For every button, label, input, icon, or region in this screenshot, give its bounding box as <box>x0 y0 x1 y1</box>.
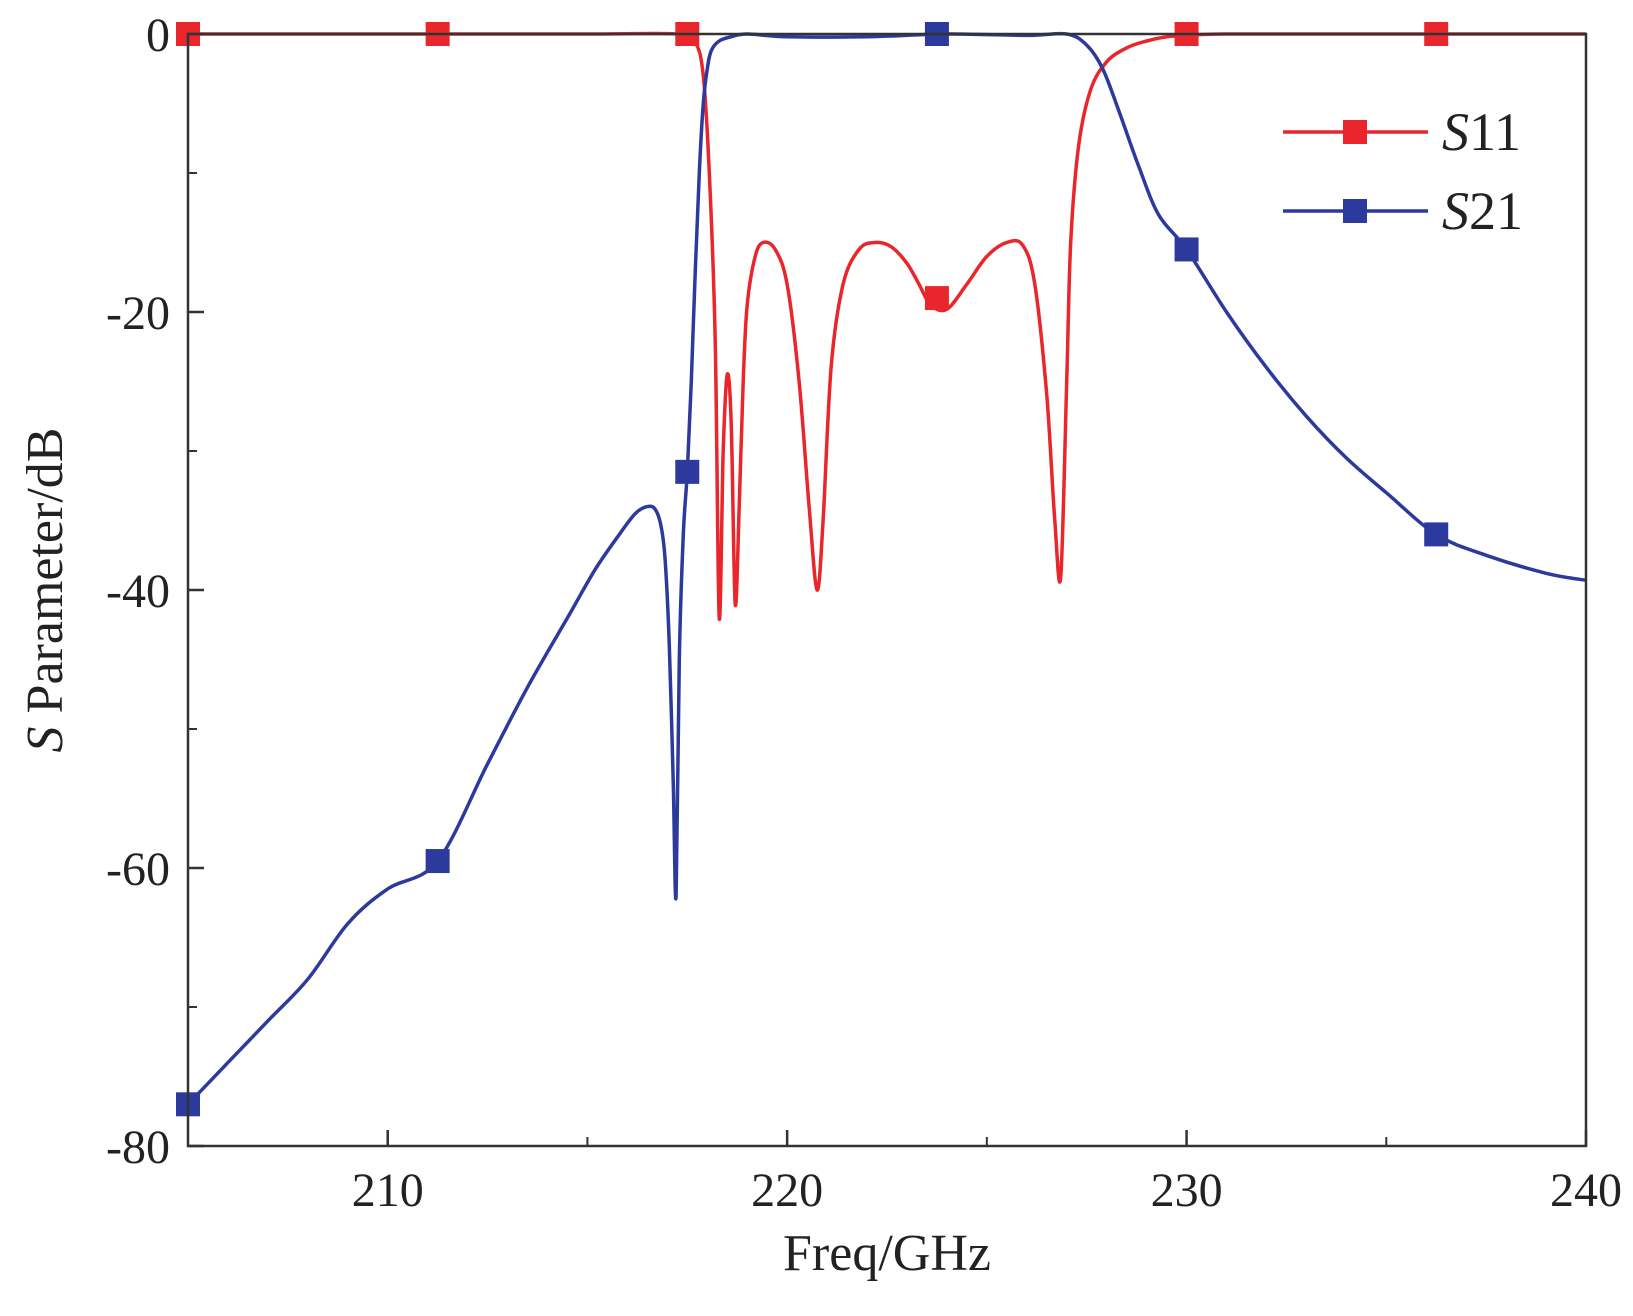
marker-s21-1 <box>425 849 450 874</box>
y-tick-label-0: 0 <box>146 9 170 62</box>
legend-s21-marker <box>1343 199 1367 223</box>
marker-s21-2 <box>675 459 700 484</box>
legend-s11-label: S11 <box>1442 102 1521 162</box>
y-tick-label--60: -60 <box>106 843 170 896</box>
series-line-s21 <box>188 31 1586 1106</box>
marker-layer <box>176 22 1449 1117</box>
legend: S11 S21 <box>1283 102 1523 241</box>
marker-s21-4 <box>1174 237 1199 262</box>
x-tick-label-230: 230 <box>1151 1164 1223 1217</box>
series-layer <box>188 31 1586 1106</box>
marker-s21-5 <box>1424 522 1449 547</box>
x-axis-label: Freq/GHz <box>783 1225 991 1282</box>
y-axis-label-italic: S <box>17 726 74 752</box>
x-tick-label-220: 220 <box>751 1164 823 1217</box>
legend-s11-label-italic: S <box>1442 102 1469 162</box>
legend-s11-marker <box>1343 120 1367 144</box>
y-axis-label-rest: Parameter/dB <box>17 428 74 727</box>
y-axis-label: S Parameter/dB <box>17 428 74 753</box>
x-tick-label-240: 240 <box>1550 1164 1622 1217</box>
y-tick-label--20: -20 <box>106 287 170 340</box>
legend-s21-label-italic: S <box>1442 181 1469 241</box>
plot-frame <box>186 32 1588 1148</box>
x-tick-label-210: 210 <box>352 1164 424 1217</box>
y-tick-label--80: -80 <box>106 1121 170 1174</box>
legend-s11-label-rest: 11 <box>1469 102 1521 162</box>
tick-layer: 210 220 230 240 0 -20 -40 -60 -80 <box>106 9 1622 1217</box>
y-tick-label--40: -40 <box>106 565 170 618</box>
legend-s21-label-rest: 21 <box>1469 181 1523 241</box>
legend-s21-label: S21 <box>1442 181 1523 241</box>
series-line-s11 <box>188 31 1586 622</box>
marker-s11-3 <box>924 286 949 311</box>
